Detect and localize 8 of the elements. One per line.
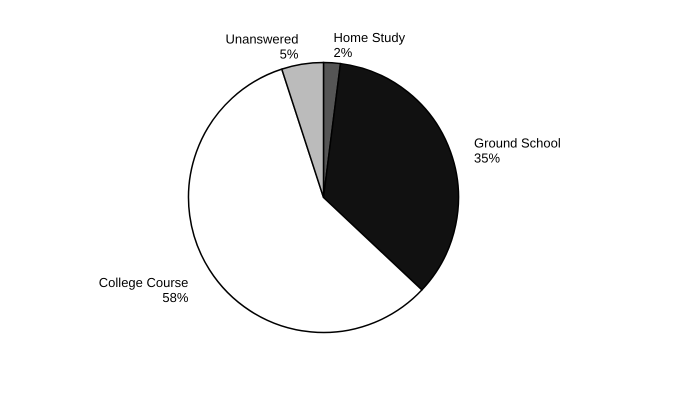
slice-label: College Course xyxy=(98,275,188,290)
data-label: 35% xyxy=(474,150,500,166)
slice-label: Home Study xyxy=(334,30,406,45)
slice-label: Ground School xyxy=(474,135,561,150)
slice-label: Unanswered xyxy=(225,31,298,46)
data-label: 58% xyxy=(162,290,189,306)
data-label: 2% xyxy=(334,44,353,60)
data-label: 5% xyxy=(280,46,299,62)
